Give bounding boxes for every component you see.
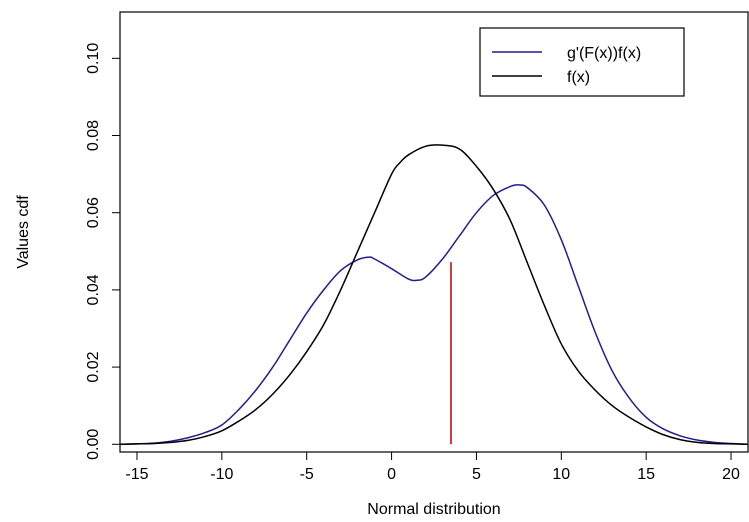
y-tick-label: 0.02 bbox=[85, 351, 102, 382]
y-tick-label: 0.08 bbox=[85, 120, 102, 151]
y-tick-label: 0.04 bbox=[85, 274, 102, 305]
y-tick-label: 0.00 bbox=[85, 429, 102, 460]
series-line-1 bbox=[120, 185, 748, 444]
y-axis-title: Values cdf bbox=[15, 195, 32, 269]
legend-label-series-1: g'(F(x))f(x) bbox=[567, 45, 641, 62]
series-line-2 bbox=[120, 145, 748, 444]
legend: g'(F(x))f(x) f(x) bbox=[480, 28, 684, 96]
y-axis: 0.00 0.02 0.04 0.06 0.08 0.10 bbox=[85, 43, 120, 460]
y-tick-label: 0.06 bbox=[85, 197, 102, 228]
x-axis-title: Normal distribution bbox=[367, 501, 500, 518]
x-tick-label: 10 bbox=[552, 466, 570, 483]
series-layer bbox=[120, 145, 748, 444]
x-tick-label: -15 bbox=[125, 466, 148, 483]
x-tick-label: 5 bbox=[472, 466, 481, 483]
legend-label-series-2: f(x) bbox=[567, 69, 590, 86]
x-tick-label: -10 bbox=[210, 466, 233, 483]
y-tick-label: 0.10 bbox=[85, 43, 102, 74]
x-tick-label: -5 bbox=[300, 466, 314, 483]
x-axis: -15 -10 -5 0 5 10 15 20 bbox=[125, 452, 740, 483]
x-tick-label: 20 bbox=[722, 466, 740, 483]
x-tick-label: 0 bbox=[387, 466, 396, 483]
x-tick-label: 15 bbox=[637, 466, 655, 483]
